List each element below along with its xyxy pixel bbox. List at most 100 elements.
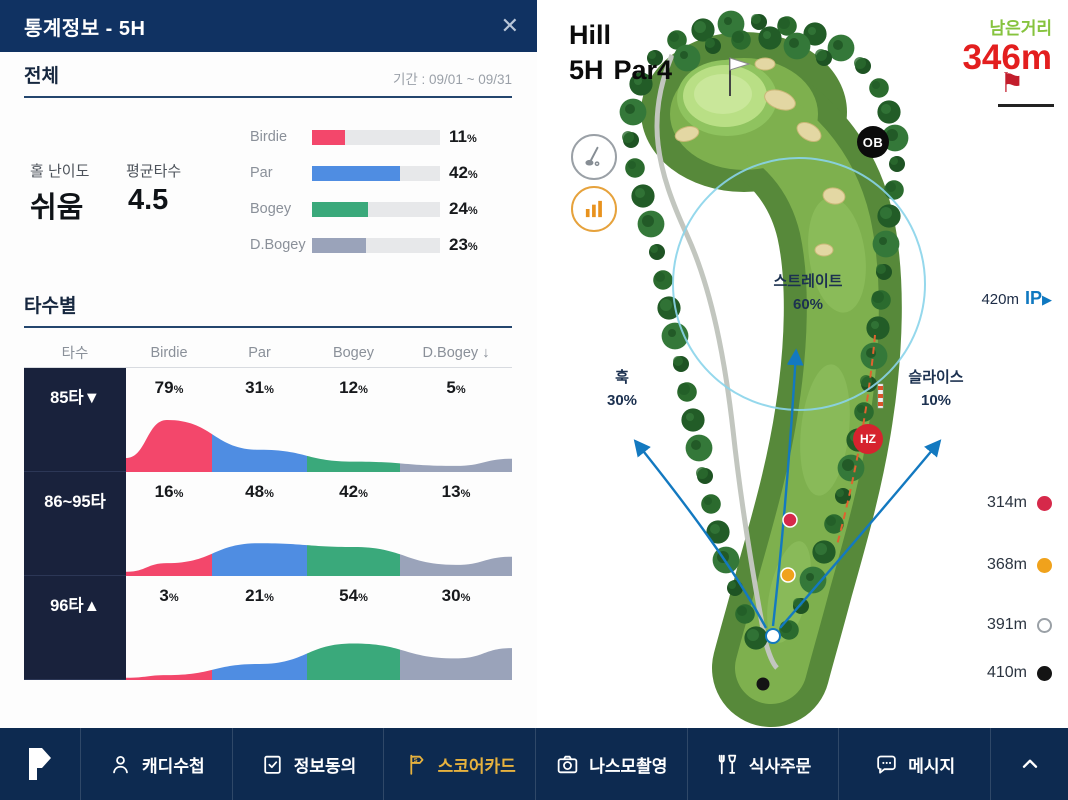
camera-icon	[558, 755, 578, 773]
score-bar-track	[312, 201, 440, 217]
score-bar-label: Par	[250, 165, 273, 181]
period-label: 기간 : 09/01 ~ 09/31	[392, 72, 512, 87]
hz-badge: HZ	[853, 424, 883, 454]
hole-map-panel: Hill 5H Par4 남은거리 346m ⚑ OB HZ	[537, 0, 1068, 728]
person-icon	[113, 755, 128, 773]
score-bar-fill	[312, 237, 367, 253]
hole-par: Par4	[613, 55, 673, 86]
tee-distance-value: 314m	[986, 494, 1027, 511]
avg-strokes-label: 평균타수	[126, 163, 182, 180]
difficulty-label: 홀 난이도	[30, 163, 90, 180]
golf-club-icon	[585, 146, 600, 167]
column-header[interactable]: D.Bogey ↓	[422, 344, 490, 361]
chevron-up-icon	[1022, 759, 1037, 768]
row-pct-value: 13%	[441, 482, 471, 501]
nav-item-정보동의[interactable]: 정보동의	[231, 728, 384, 800]
score-bar-row: Birdie 11%	[250, 127, 512, 146]
tee-color-dot	[1037, 617, 1052, 633]
nav-item-label: 정보동의	[293, 756, 357, 776]
row-pct-value: 3%	[159, 586, 179, 605]
row-pct-value: 30%	[441, 586, 471, 605]
bystroke-table-rows: 85타▼ 79% 31% 12% 5% 86~95타 16% 48% 42% 13% 96타▲ 3% 2…	[24, 368, 512, 680]
remaining-distance: 남은거리 346m	[962, 14, 1052, 78]
nav-item-label: 메시지	[908, 756, 956, 776]
column-header[interactable]: 타수	[61, 346, 89, 362]
nav-item-스코어카드[interactable]: S 스코어카드	[383, 728, 535, 800]
stroke-distribution-ribbon	[126, 420, 512, 472]
table-row: 96타▲ 3% 21% 54% 30%	[24, 576, 512, 680]
nav-item-식사주문[interactable]: 식사주문	[686, 728, 839, 800]
collapse-nav-button[interactable]	[990, 728, 1068, 800]
hole-number: 5H	[569, 55, 604, 86]
tee-distance-list: 314m 368m 391m 410m	[962, 0, 1052, 728]
stroke-distribution-ribbon	[126, 643, 512, 680]
bar-chart-icon	[585, 200, 602, 218]
flag-ground-line	[998, 104, 1054, 107]
direction-straight: 스트레이트 60%	[773, 273, 843, 314]
bystroke-section-header: 타수별	[24, 294, 512, 328]
dispersion-circle	[672, 157, 926, 411]
putting-green	[677, 60, 777, 136]
score-distribution-bars: Birdie 11% Par 42% Bogey 24% D.Bogey 23%	[250, 127, 512, 272]
row-pct-value: 54%	[339, 586, 368, 605]
hole-map-illustration	[619, 10, 942, 727]
hole-name: Hill	[569, 20, 612, 50]
score-bar-value: 11%	[449, 127, 477, 146]
remaining-label: 남은거리	[989, 19, 1052, 38]
score-bar-row: D.Bogey 23%	[250, 235, 512, 254]
nav-item-캐디수첩[interactable]: 캐디수첩	[80, 728, 232, 800]
score-bar-value: 42%	[449, 163, 478, 182]
tree-line	[619, 10, 909, 650]
score-bar-label: D.Bogey	[250, 237, 306, 253]
flag-icon: ⚑	[999, 68, 1024, 98]
stroke-range-label: 86~95타	[24, 472, 126, 576]
close-icon[interactable]: ✕	[500, 13, 519, 38]
svg-text:S: S	[413, 758, 417, 764]
tee-markers	[756, 512, 798, 691]
table-row: 86~95타 16% 48% 42% 13%	[24, 472, 512, 576]
overall-heading: 전체	[24, 66, 59, 87]
hook-arrow	[633, 439, 768, 629]
row-pct-value: 16%	[154, 482, 184, 501]
score-bar-fill	[312, 129, 345, 145]
column-header[interactable]: Par	[248, 344, 271, 361]
tee-distance-value: 391m	[986, 616, 1027, 633]
row-pct-value: 12%	[339, 378, 368, 397]
row-pct-value: 5%	[446, 378, 466, 397]
table-row: 85타▼ 79% 31% 12% 5%	[24, 368, 512, 472]
nav-item-label: 캐디수첩	[142, 756, 205, 776]
nav-item-나스모촬영[interactable]: 나스모촬영	[535, 728, 687, 800]
overall-section-header: 전체 기간 : 09/01 ~ 09/31	[24, 64, 512, 98]
nav-items: 캐디수첩 정보동의 S 스코어카드 나스모촬영 식사주문 메시지	[80, 728, 990, 800]
tee-distance-item: 391m	[987, 616, 1052, 634]
row-pct-value: 21%	[245, 586, 274, 605]
stroke-range-label: 96타▲	[24, 576, 126, 680]
club-select-button[interactable]	[571, 134, 617, 180]
stats-panel: 통계정보 - 5H ✕ 전체 기간 : 09/01 ~ 09/31 홀 난이도 …	[0, 0, 537, 728]
fairway-group	[641, 32, 902, 727]
column-header[interactable]: Bogey	[332, 344, 375, 361]
direction-slice: 슬라이스 10%	[908, 369, 964, 410]
shot-arrows	[633, 348, 942, 629]
ip-distance: 420m IP▶	[981, 288, 1052, 308]
flagstick	[729, 57, 751, 96]
tee-color-dot	[1037, 557, 1052, 573]
scorecard-flag-icon: S	[409, 754, 424, 775]
score-bar-track	[312, 129, 440, 145]
bystroke-table-header: 타수 Birdie Par Bogey D.Bogey ↓	[24, 338, 512, 368]
bystroke-heading: 타수별	[24, 296, 77, 317]
stats-panel-header: 통계정보 - 5H ✕	[0, 0, 537, 52]
app-logo[interactable]	[0, 728, 80, 800]
remaining-value: 346m	[962, 38, 1052, 77]
nav-item-메시지[interactable]: 메시지	[838, 728, 990, 800]
direction-hook: 훅 30%	[606, 369, 638, 410]
score-bar-label: Birdie	[250, 129, 288, 145]
straight-arrow	[771, 348, 804, 627]
bunkers	[674, 57, 846, 257]
column-header[interactable]: Birdie	[150, 344, 188, 361]
stats-toggle-button[interactable]	[571, 186, 617, 232]
bottom-nav: 캐디수첩 정보동의 S 스코어카드 나스모촬영 식사주문 메시지	[0, 728, 1068, 800]
consent-icon	[264, 755, 281, 774]
row-pct-value: 42%	[339, 482, 368, 501]
